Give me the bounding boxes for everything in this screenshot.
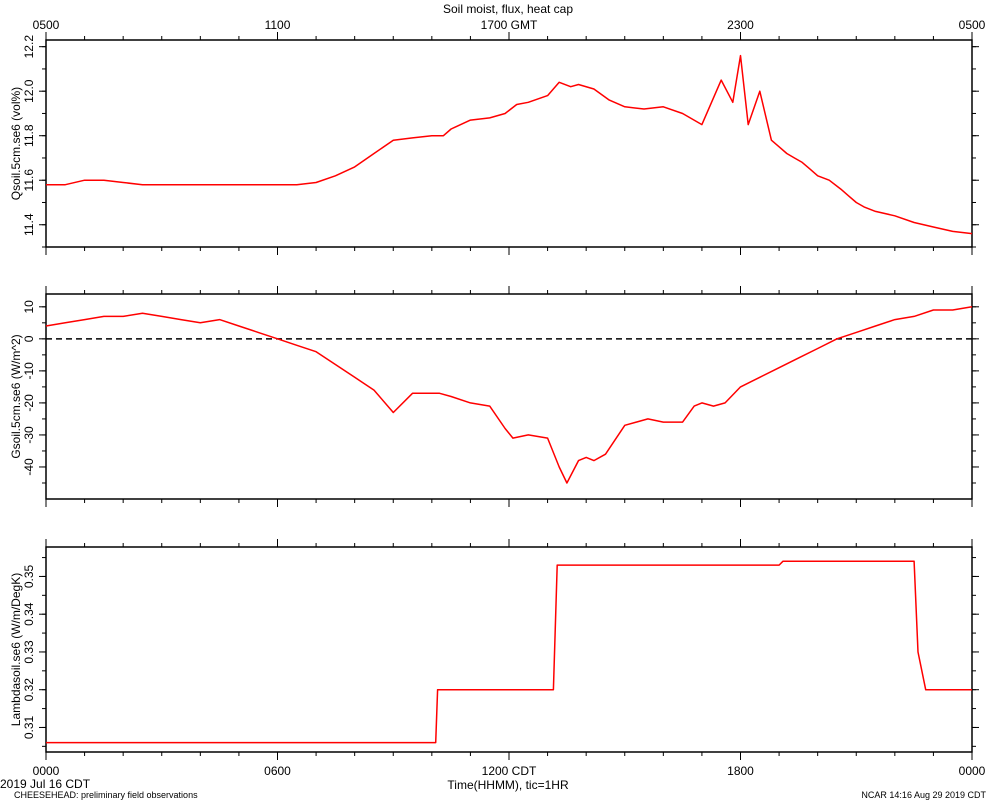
panel-1-y-tick-label: 11.6 — [22, 169, 36, 192]
panel-3-y-tick-label: 0.32 — [22, 678, 36, 702]
panel-1-frame — [45, 39, 973, 248]
panel-2-y-tick-label: -20 — [22, 394, 36, 412]
panel-1-y-axis-label: Qsoil.5cm.se6 (vol%) — [9, 87, 23, 200]
panel-2-series-line — [45, 306, 973, 484]
bottom-x-tick-label: 0000 — [959, 764, 986, 778]
panel-2-y-tick-label: 0 — [22, 335, 36, 342]
panel-3-y-tick-label: 0.35 — [22, 564, 36, 588]
bottom-x-tick-label: 0600 — [264, 764, 291, 778]
panel-3-y-tick-label: 0.31 — [22, 715, 36, 739]
date-label: 2019 Jul 16 CDT — [0, 777, 91, 791]
top-x-tick-label: 1100 — [265, 18, 291, 32]
panel-3-y-tick-label: 0.33 — [22, 640, 36, 664]
bottom-x-tick-label: 0000 — [33, 764, 60, 778]
panel-1-series-line — [46, 54, 973, 235]
panel-3-y-tick-label: 0.34 — [22, 602, 36, 626]
axis-labels: 11.4 11.6 11.8 12.0 12.2 Qsoil.5cm.se6 (vol%)… — [9, 18, 985, 778]
top-x-tick-label: 2300 — [727, 18, 754, 32]
top-x-tick-label: 0500 — [33, 18, 60, 32]
panel-3-frame — [45, 546, 973, 753]
chart-title: Soil moist, flux, heat cap — [443, 2, 573, 16]
panel-1-y-tick-label: 11.4 — [22, 213, 36, 236]
panel-1-y-tick-label: 12.0 — [22, 79, 36, 103]
panel-frames — [39, 32, 979, 760]
panel-2-frame — [45, 293, 973, 500]
panel-2-y-tick-label: -40 — [22, 458, 36, 476]
panel-1-y-tick-label: 11.8 — [22, 124, 36, 147]
panel-3-y-axis-label: Lambdasoil.se6 (W/m/DegK) — [9, 573, 23, 726]
top-x-tick-label: 0500 — [959, 18, 986, 32]
panel-2-y-tick-label: -30 — [22, 426, 36, 444]
panel-2-y-axis-label: Gsoil.5cm.se6 (W/m^2) — [9, 334, 23, 458]
bottom-x-tick-label: 1200 CDT — [482, 764, 537, 778]
bottom-x-tick-label: 1800 — [727, 764, 754, 778]
footer-left: CHEESEHEAD: preliminary field observatio… — [14, 790, 198, 800]
top-x-tick-label: 1700 GMT — [481, 18, 538, 32]
footer-right: NCAR 14:16 Aug 29 2019 CDT — [861, 790, 986, 800]
series-lines — [45, 54, 973, 744]
panel-3-series-line — [46, 560, 972, 744]
panel-2-y-tick-label: -10 — [22, 362, 36, 380]
x-axis-title: Time(HHMM), tic=1HR — [447, 778, 569, 792]
panel-2-y-tick-label: 10 — [22, 300, 36, 314]
panel-1-y-tick-label: 12.2 — [22, 35, 36, 59]
